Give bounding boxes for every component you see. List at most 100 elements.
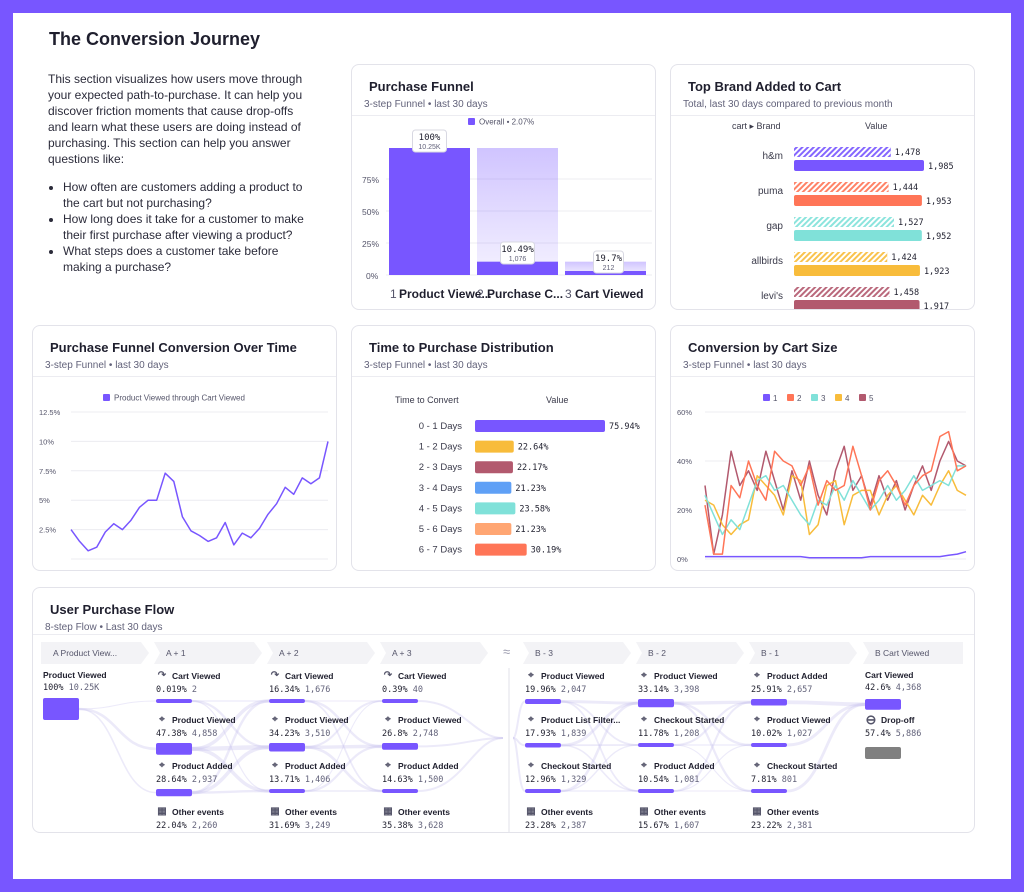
flow-column-header-label: B - 1 — [761, 648, 779, 658]
flow-node[interactable]: Cart Viewed 42.6% 4,368 — [865, 670, 921, 693]
flow-node-bar[interactable] — [638, 789, 674, 793]
flow-node[interactable]: ⌖ Product Viewed 33.14% 3,398 — [638, 670, 718, 695]
funnel-chart: Overall • 2.07% 75% 50% 25% 0% 100%10.25… — [362, 118, 652, 301]
brand-curr-bar[interactable] — [794, 300, 920, 310]
flow-node-bar[interactable] — [382, 743, 418, 750]
series-line-1[interactable] — [705, 550, 967, 559]
flow-node-bar[interactable] — [865, 699, 901, 710]
flow-node[interactable]: ⌖ Product Viewed 26.8% 2,748 — [382, 714, 462, 739]
flow-node[interactable]: ↷ Cart Viewed 0.39% 40 — [382, 670, 447, 695]
time-bar[interactable] — [475, 481, 512, 494]
flow-node-bar[interactable] — [525, 699, 561, 704]
flow-node-bar[interactable] — [156, 789, 192, 797]
flow-column-header[interactable] — [41, 642, 149, 664]
series-line-4[interactable] — [704, 470, 967, 536]
series-line-3[interactable] — [704, 465, 966, 536]
series-line-5[interactable] — [704, 440, 967, 555]
series-line-2[interactable] — [704, 430, 967, 555]
flow-node[interactable]: ⌖ Checkout Started 12.96% 1,329 — [525, 760, 611, 785]
flow-node-bar[interactable] — [525, 789, 561, 793]
click-cursor-icon: ⌖ — [641, 670, 647, 681]
flow-node-bar[interactable] — [382, 789, 418, 793]
flow-node[interactable]: ⌖ Product List Filter... 17.93% 1,839 — [525, 714, 620, 739]
flow-node[interactable]: ⌖ Product Viewed 19.96% 2,047 — [525, 670, 605, 695]
flow-node-bar[interactable] — [751, 743, 787, 747]
flow-node-bar[interactable] — [156, 743, 192, 755]
time-bar[interactable] — [475, 543, 527, 556]
flow-node[interactable]: ⌖ Product Added 25.91% 2,657 — [751, 670, 828, 695]
time-bar[interactable] — [475, 440, 514, 453]
flow-node-count: 10.25K — [68, 683, 100, 693]
brand-curr-bar[interactable] — [794, 160, 924, 171]
flow-node[interactable]: ⌖ Product Viewed 10.02% 1,027 — [751, 714, 831, 739]
time-bar[interactable] — [475, 461, 513, 474]
flow-column-header[interactable] — [523, 642, 631, 664]
user-purchase-flow-card[interactable]: User Purchase Flow 8-step Flow • Last 30… — [32, 587, 975, 833]
flow-node-bar[interactable] — [269, 743, 305, 752]
flow-column-header[interactable] — [380, 642, 488, 664]
funnel-count-label: 1,076 — [509, 256, 527, 263]
flow-node[interactable]: ▦ Other events 23.22% 2,381 — [751, 806, 819, 831]
series-line-product-viewed-through-cart-viewed[interactable] — [70, 441, 329, 552]
flow-node[interactable]: ⌖ Product Viewed 47.38% 4,858 — [156, 714, 236, 739]
flow-node[interactable]: ⌖ Product Added 10.54% 1,081 — [638, 760, 715, 785]
brand-curr-bar[interactable] — [794, 265, 920, 276]
x-tick-label: May 15 — [797, 568, 822, 571]
flow-node[interactable]: ⌖ Checkout Started 7.81% 801 — [751, 760, 837, 785]
flow-node-bar[interactable] — [751, 699, 787, 706]
grid-icon: ▦ — [639, 806, 649, 817]
flow-node-bar[interactable] — [269, 789, 305, 793]
flow-link — [512, 737, 526, 792]
flow-node[interactable]: Product Viewed 100% 10.25K — [43, 670, 107, 693]
flow-column-header[interactable] — [267, 642, 375, 664]
flow-node-bar[interactable] — [751, 789, 787, 793]
flow-node-pct: 23.28% — [525, 821, 561, 831]
time-bar[interactable] — [475, 523, 512, 535]
flow-node-label-row: ⌖ Product Viewed — [525, 670, 604, 682]
flow-node[interactable]: ⌖ Checkout Started 11.78% 1,208 — [638, 714, 724, 739]
flow-column-header[interactable] — [636, 642, 744, 664]
flow-node[interactable]: ▦ Other events 35.38% 3,628 — [382, 806, 450, 831]
flow-node-bar[interactable] — [382, 699, 418, 703]
flow-node-pct: 0.019% — [156, 685, 192, 695]
funnel-bar[interactable] — [477, 261, 558, 275]
flow-node[interactable]: ⌖ Product Viewed 34.23% 3,510 — [269, 714, 349, 739]
flow-node[interactable]: ⌖ Product Added 28.64% 2,937 — [156, 760, 233, 785]
flow-node[interactable]: ▦ Other events 22.04% 2,260 — [156, 806, 224, 831]
purchase-funnel-card[interactable]: Purchase Funnel 3-step Funnel • last 30 … — [351, 64, 656, 310]
flow-node[interactable]: ▦ Other events 31.69% 3,249 — [269, 806, 337, 831]
time-bar[interactable] — [475, 502, 516, 515]
flow-node[interactable]: ↷ Cart Viewed 0.019% 2 — [156, 670, 221, 695]
flow-link — [560, 744, 639, 792]
legend-swatch — [787, 394, 794, 401]
time-to-purchase-card[interactable]: Time to Purchase Distribution 3-step Fun… — [351, 325, 656, 571]
flow-node-bar[interactable] — [638, 743, 674, 747]
cart-size-card[interactable]: Conversion by Cart Size 3-step Funnel • … — [670, 325, 975, 571]
flow-node-bar[interactable] — [43, 698, 79, 720]
flow-node[interactable]: ⊖ Drop-off 57.4% 5,886 — [865, 713, 921, 739]
flow-node-label: Product List Filter... — [541, 715, 621, 725]
flow-column-header[interactable] — [154, 642, 262, 664]
flow-node[interactable]: ▦ Other events 15.67% 1,607 — [638, 806, 706, 831]
flow-node[interactable]: ↷ Cart Viewed 16.34% 1,676 — [269, 670, 334, 695]
brand-curr-bar[interactable] — [794, 195, 922, 206]
flow-dropoff-bar[interactable] — [865, 747, 901, 759]
flow-node[interactable]: ⌖ Product Added 13.71% 1,406 — [269, 760, 346, 785]
flow-node-bar[interactable] — [638, 699, 674, 708]
flow-node-bar[interactable] — [156, 699, 192, 703]
top-brand-card[interactable]: Top Brand Added to Cart Total, last 30 d… — [670, 64, 975, 310]
conversion-over-time-card[interactable]: Purchase Funnel Conversion Over Time 3-s… — [32, 325, 337, 571]
brand-curr-bar[interactable] — [794, 230, 922, 241]
time-bar[interactable] — [475, 420, 605, 432]
time-bucket-label: 2 - 3 Days — [419, 462, 463, 473]
flow-node-bar[interactable] — [525, 743, 561, 748]
funnel-bar[interactable] — [389, 148, 470, 275]
flow-node-bar[interactable] — [269, 699, 305, 703]
flow-node-label-row: ⌖ Checkout Started — [751, 760, 837, 772]
x-tick-label: May 29 — [919, 568, 944, 571]
flow-node[interactable]: ⌖ Product Added 14.63% 1,500 — [382, 760, 459, 785]
flow-column-header[interactable] — [749, 642, 857, 664]
flow-node[interactable]: ▦ Other events 23.28% 2,387 — [525, 806, 593, 831]
flow-column-header[interactable] — [863, 642, 963, 664]
y-tick-label: 5% — [39, 496, 50, 505]
